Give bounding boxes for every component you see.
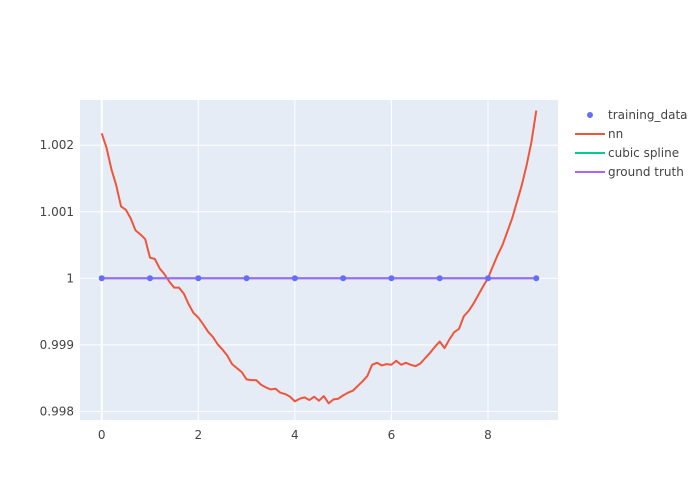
x-tick-label: 0	[98, 428, 106, 442]
axes: 0 2 4 6 8 0.998 0.999 1 1.001 1.002	[40, 138, 492, 442]
data-point-training-data	[98, 275, 105, 282]
data-point-training-data	[195, 275, 202, 282]
legend-item-nn[interactable]: nn	[575, 127, 623, 141]
series-line-nn	[100, 110, 538, 405]
data-point-training-data	[243, 275, 250, 282]
data-point-training-data	[340, 275, 347, 282]
legend-label: ground truth	[608, 165, 684, 179]
x-tick-label: 4	[291, 428, 299, 442]
legend-label: nn	[608, 127, 623, 141]
y-tick-label: 0.999	[40, 338, 74, 352]
legend-item-ground-truth[interactable]: ground truth	[575, 165, 684, 179]
data-point-training-data	[147, 275, 154, 282]
y-tick-label: 0.998	[40, 404, 74, 418]
data-point-training-data	[291, 275, 298, 282]
data-point-training-data	[436, 275, 443, 282]
data-point-training-data	[388, 275, 395, 282]
y-tick-label: 1.002	[40, 138, 74, 152]
y-tick-label: 1.001	[40, 205, 74, 219]
legend-label: training_data	[608, 108, 688, 122]
legend-label: cubic spline	[608, 146, 679, 160]
legend-swatch	[587, 112, 593, 118]
legend-item-cubic-spline[interactable]: cubic spline	[575, 146, 679, 160]
legend-item-training-data[interactable]: training_data	[587, 108, 688, 122]
y-tick-label: 1	[66, 271, 74, 285]
x-tick-label: 8	[484, 428, 492, 442]
x-tick-label: 2	[194, 428, 202, 442]
x-tick-label: 6	[388, 428, 396, 442]
data-point-training-data	[484, 275, 491, 282]
plot-area	[80, 100, 558, 420]
series-layer	[98, 110, 540, 405]
data-point-training-data	[533, 275, 540, 282]
